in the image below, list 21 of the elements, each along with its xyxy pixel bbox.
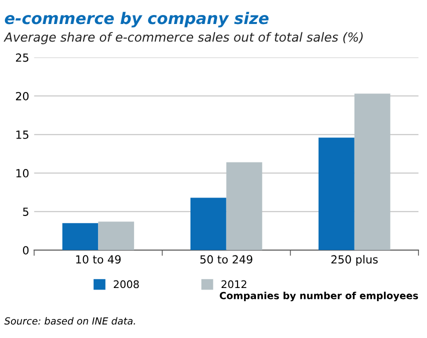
y-tick-label: 5 <box>23 208 28 216</box>
y-tick-label: 15 <box>16 130 28 139</box>
x-tick-label: 50 to 249 <box>200 255 252 264</box>
chart-subtitle: Average share of e-commerce sales out of total sales (%) <box>4 32 363 44</box>
y-tick-label: 0 <box>22 246 29 254</box>
legend-label: 2012 <box>222 280 246 288</box>
bar <box>98 222 134 250</box>
bar <box>62 223 98 250</box>
x-axis-title: Companies by number of employees <box>220 292 418 302</box>
legend-label: 2008 <box>114 280 139 288</box>
bar <box>354 94 390 250</box>
chart-title: e-commerce by company size <box>4 12 269 28</box>
bar <box>226 162 262 250</box>
bar <box>190 198 226 250</box>
bar <box>318 138 354 250</box>
source-note: Source: based on INE data. <box>4 317 135 325</box>
x-tick-label: 10 to 49 <box>76 255 121 264</box>
y-tick-label: 25 <box>16 53 28 62</box>
y-tick-label: 10 <box>16 169 29 178</box>
x-tick-label: 250 plus <box>331 254 378 266</box>
y-tick-label: 20 <box>16 92 29 100</box>
